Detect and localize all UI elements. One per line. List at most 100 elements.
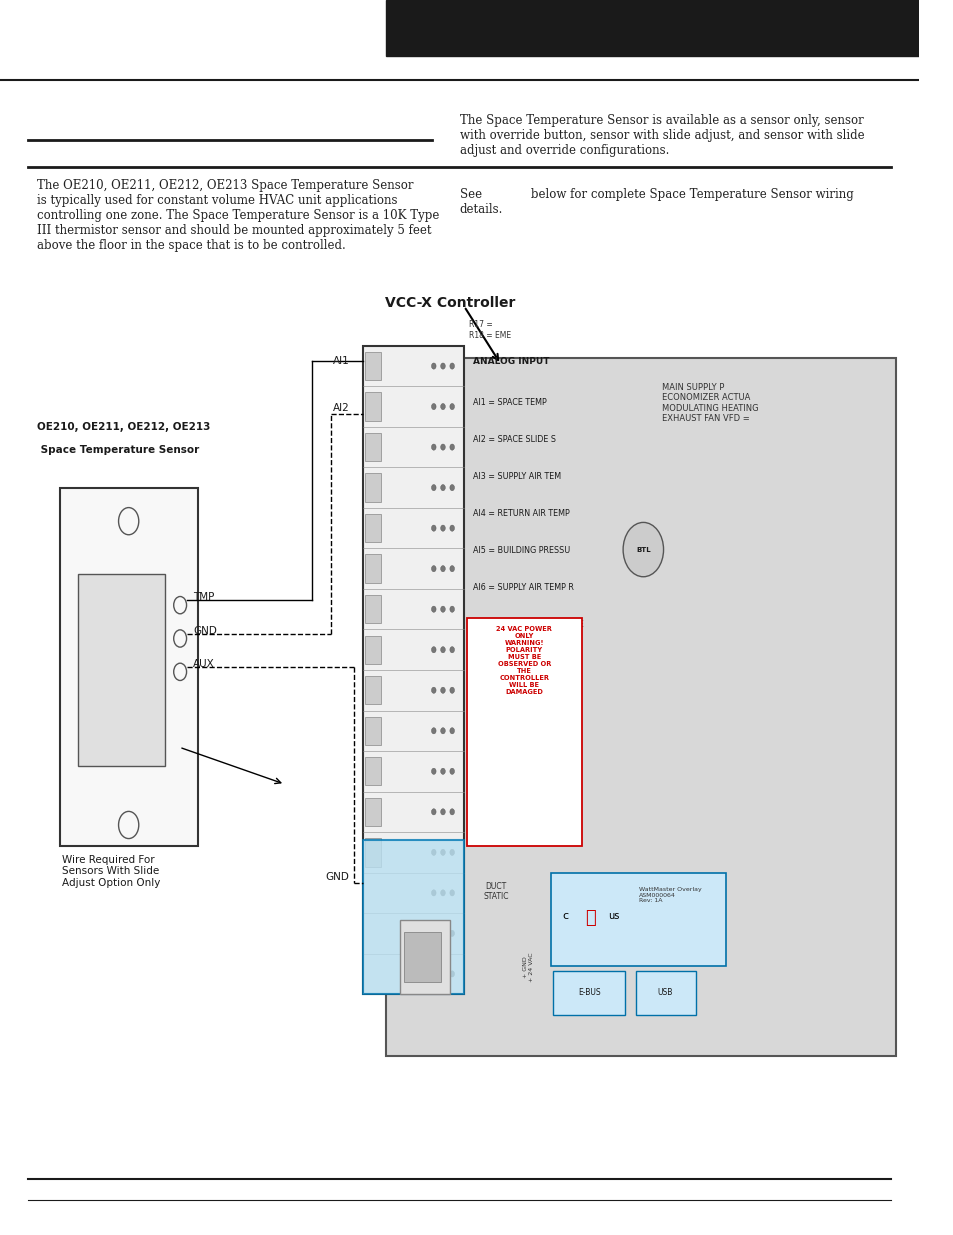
Bar [364,393,381,421]
Circle shape [450,768,454,774]
Text: GND: GND [325,872,349,882]
Text: AI8 = NOT USED: AI8 = NOT USED [473,657,539,667]
Bar [404,932,440,982]
Circle shape [450,445,454,451]
Text: ANALOG INPUT: ANALOG INPUT [473,357,549,367]
Circle shape [440,971,445,977]
Circle shape [440,525,445,531]
Text: AI6 = SUPPLY AIR TEMP R: AI6 = SUPPLY AIR TEMP R [473,583,574,593]
Circle shape [440,566,445,572]
Bar [363,346,463,994]
Circle shape [440,889,445,895]
Text: AI4 = RETURN AIR TEMP: AI4 = RETURN AIR TEMP [473,509,570,519]
Circle shape [431,850,436,856]
Circle shape [431,647,436,653]
Text: AI3 = SUPPLY AIR TEM: AI3 = SUPPLY AIR TEM [473,472,561,482]
Circle shape [440,930,445,936]
Circle shape [431,727,436,734]
Text: + GND
+ 24 VAC: + GND + 24 VAC [522,952,534,982]
Bar [636,971,695,1015]
Text: R17 =
R18 = EME: R17 = R18 = EME [468,320,510,340]
Circle shape [431,363,436,369]
Circle shape [450,889,454,895]
Text: Wire Required For
Sensors With Slide
Adjust Option Only: Wire Required For Sensors With Slide Adj… [63,855,161,888]
Text: AI2: AI2 [333,403,349,412]
Text: Ⓛ: Ⓛ [585,909,596,926]
Text: AI1: AI1 [333,356,349,366]
Text: E-BUS: E-BUS [578,988,599,998]
Circle shape [440,727,445,734]
Text: 24 VAC POWER
ONLY
WARNING!
POLARITY
MUST BE
OBSERVED OR
THE
CONTROLLER
WILL BE
D: 24 VAC POWER ONLY WARNING! POLARITY MUST… [496,626,552,695]
Text: Space Temperature Sensor: Space Temperature Sensor [37,446,199,456]
Text: MAIN SUPPLY P
ECONOMIZER ACTUA
MODULATING HEATING
EXHAUST FAN VFD =: MAIN SUPPLY P ECONOMIZER ACTUA MODULATIN… [661,383,758,424]
Circle shape [450,484,454,490]
Text: USB: USB [657,988,673,998]
Text: VCC-X Controller: VCC-X Controller [385,296,515,310]
Bar [60,488,197,846]
Bar [386,0,918,56]
Text: GND: GND [193,626,216,636]
Circle shape [431,687,436,693]
Circle shape [450,809,454,815]
Circle shape [431,889,436,895]
Circle shape [440,809,445,815]
Circle shape [440,687,445,693]
Text: AUX: AUX [193,659,214,669]
Bar [364,433,381,462]
Circle shape [440,647,445,653]
Circle shape [450,566,454,572]
Circle shape [450,687,454,693]
Text: OE210, OE211, OE212, OE213: OE210, OE211, OE212, OE213 [37,422,210,432]
Circle shape [450,647,454,653]
Circle shape [440,606,445,613]
Bar [364,676,381,704]
Circle shape [450,525,454,531]
Bar [364,798,381,826]
Circle shape [450,363,454,369]
Bar [364,716,381,745]
Text: c: c [561,911,568,921]
Bar [364,473,381,501]
Bar [364,839,381,867]
Circle shape [450,727,454,734]
Text: AI1 = SPACE TEMP: AI1 = SPACE TEMP [473,398,546,408]
Circle shape [440,445,445,451]
Text: DUCT
STATIC: DUCT STATIC [483,882,509,902]
Text: The Space Temperature Sensor is available as a sensor only, sensor
with override: The Space Temperature Sensor is availabl… [459,114,863,157]
Bar [399,920,450,994]
Circle shape [440,484,445,490]
Circle shape [450,850,454,856]
Text: AI7 = OUTDOOR AIR TEMPE: AI7 = OUTDOOR AIR TEMPE [473,620,583,630]
Circle shape [440,768,445,774]
Circle shape [431,404,436,410]
Bar [386,358,895,1056]
Circle shape [431,566,436,572]
Circle shape [431,484,436,490]
Circle shape [431,768,436,774]
Bar [364,352,381,380]
Text: AI5 = BUILDING PRESSU: AI5 = BUILDING PRESSU [473,546,570,556]
Bar [363,840,463,994]
Circle shape [431,930,436,936]
Circle shape [440,363,445,369]
Circle shape [431,445,436,451]
Text: WattMaster Overlay
ASM000064
Rev: 1A: WattMaster Overlay ASM000064 Rev: 1A [639,887,700,903]
Circle shape [450,404,454,410]
Bar [78,574,165,766]
Circle shape [431,525,436,531]
Bar [364,595,381,624]
Circle shape [440,404,445,410]
Circle shape [440,850,445,856]
Bar [553,971,624,1015]
Circle shape [431,809,436,815]
FancyBboxPatch shape [466,618,581,846]
Text: BTL: BTL [636,547,650,552]
Circle shape [450,971,454,977]
Text: The OE210, OE211, OE212, OE213 Space Temperature Sensor
is typically used for co: The OE210, OE211, OE212, OE213 Space Tem… [37,179,438,252]
Bar [364,514,381,542]
Text: TMP: TMP [193,593,214,603]
Circle shape [622,522,663,577]
Bar [364,636,381,664]
Text: us: us [608,911,618,921]
Circle shape [450,930,454,936]
